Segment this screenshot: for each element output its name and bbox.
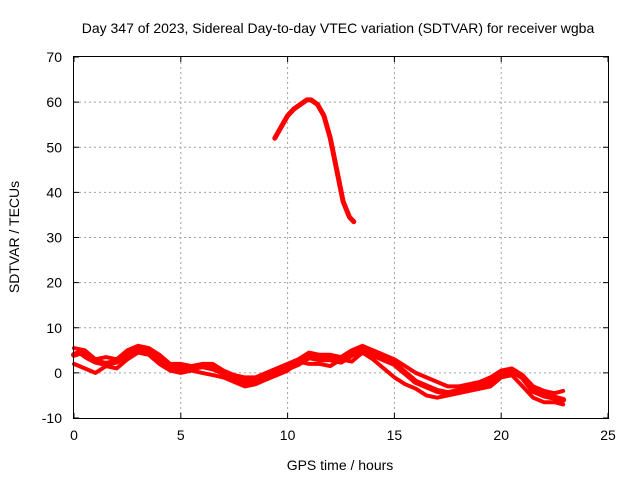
x-tick-label: 20: [493, 427, 509, 443]
y-tick-label: 10: [46, 320, 62, 336]
series-peak-segment: [272, 97, 357, 225]
chart-title: Day 347 of 2023, Sidereal Day-to-day VTE…: [82, 20, 595, 36]
series-band-variant-a: [72, 350, 566, 407]
y-tick-label: 0: [54, 365, 62, 381]
y-tick-label: 40: [46, 184, 62, 200]
x-axis-label: GPS time / hours: [287, 457, 394, 473]
x-tick-label: 5: [177, 427, 185, 443]
x-tick-label: 10: [280, 427, 296, 443]
plot-frame: [73, 56, 609, 419]
y-tick-label: -10: [42, 410, 62, 426]
y-tick-label: 50: [46, 139, 62, 155]
y-axis-label: SDTVAR / TECUs: [6, 181, 22, 293]
y-tick-label: 20: [46, 275, 62, 291]
x-tick-label: 25: [600, 427, 616, 443]
y-tick-label: 60: [46, 94, 62, 110]
y-tick-labels: -10 0 10 20 30 40 50 60 70: [42, 49, 62, 426]
y-tick-label: 30: [46, 230, 62, 246]
y-tick-label: 70: [46, 49, 62, 65]
x-tick-label: 15: [387, 427, 403, 443]
tick-marks: [73, 56, 609, 419]
x-tick-labels: 0 5 10 15 20 25: [70, 427, 616, 443]
x-tick-label: 0: [70, 427, 78, 443]
series-main-band: [71, 345, 567, 403]
series-band-variant-b: [72, 343, 566, 396]
series-layer: [71, 97, 567, 407]
